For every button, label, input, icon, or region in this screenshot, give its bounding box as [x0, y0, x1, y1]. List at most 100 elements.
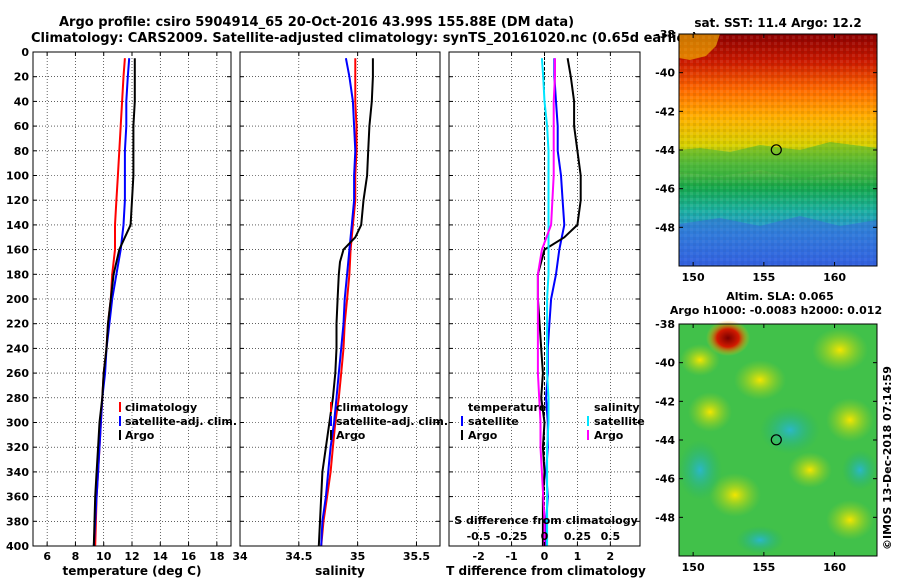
- x-tick-label: 8: [72, 550, 80, 563]
- sla-blob: [812, 328, 868, 372]
- legend-t-argo: Argo: [468, 429, 498, 442]
- temperature-xlabel: temperature (deg C): [63, 564, 202, 578]
- depth-tick-label: 220: [6, 318, 29, 331]
- sst-heatmap-texture: [679, 34, 877, 266]
- series-argo: [92, 58, 136, 546]
- sla-map-panel: Altim. SLA: 0.065 Argo h1000: -0.0083 h2…: [655, 290, 882, 574]
- x-tick-label: 35.5: [403, 550, 430, 563]
- x-tick-label: 34.5: [285, 550, 312, 563]
- x-tick-label: 14: [153, 550, 169, 563]
- series-satellite-adj-clim-: [92, 58, 131, 546]
- lon-tick-label: 160: [823, 271, 846, 284]
- salinity-xlabel: salinity: [315, 564, 365, 578]
- depth-tick-label: 80: [14, 145, 30, 158]
- sla-blob: [709, 473, 761, 517]
- depth-tick-label: 0: [21, 46, 29, 59]
- temperature-legend: climatology satellite-adj. clim. Argo: [119, 401, 237, 442]
- difference-legend: temperature satellite Argo salinity sate…: [461, 401, 645, 442]
- t-tick-label: 0: [541, 550, 549, 563]
- lat-tick-label: -38: [655, 28, 675, 41]
- depth-tick-label: 240: [6, 342, 29, 355]
- depth-tick-label: 300: [6, 417, 29, 430]
- lat-tick-label: -40: [655, 357, 675, 370]
- depth-tick-label: 280: [6, 392, 29, 405]
- sla-blob: [688, 392, 732, 432]
- depth-tick-label: 380: [6, 515, 29, 528]
- x-tick-label: 12: [124, 550, 139, 563]
- sla-map-ticks: 150 155 160 -38 -40 -42 -44 -46 -48: [655, 318, 877, 574]
- depth-tick-label: 60: [14, 120, 30, 133]
- lat-tick-label: -42: [655, 395, 675, 408]
- sla-blob: [826, 500, 874, 540]
- x-tick-label: 16: [181, 550, 197, 563]
- depth-tick-label: 20: [14, 71, 30, 84]
- lat-tick-label: -48: [655, 221, 675, 234]
- series-s-satellite: [540, 58, 550, 546]
- sst-blue-band: [679, 216, 877, 266]
- s-difference-label: S difference from climatology: [454, 514, 638, 527]
- depth-tick-label: 260: [6, 367, 29, 380]
- legend-s-satellite: satellite: [594, 415, 645, 428]
- lat-tick-label: -44: [655, 144, 675, 157]
- t-tick-label: -1: [505, 550, 517, 563]
- difference-panel: -2 -1 0 1 2 -0.5 -0.25 0 0.25 0.5 T difference fr…: [446, 51, 646, 578]
- legend-satellite: satellite-adj. clim.: [336, 415, 448, 428]
- temperature-ticks: 0 20 40 60 80 100 120 140 160 180 200 220 240 260 280 3…: [6, 46, 231, 563]
- lat-tick-label: -48: [655, 511, 675, 524]
- series-s-argo: [536, 58, 556, 546]
- temperature-series: [92, 58, 136, 546]
- salinity-ticks: 34 34.5 35 35.5: [232, 51, 440, 563]
- s-tick-label: 0.25: [564, 530, 591, 543]
- argo-location-marker: [770, 434, 782, 446]
- depth-tick-label: 360: [6, 491, 29, 504]
- s-tick-label: -0.5: [467, 530, 491, 543]
- x-tick-label: 10: [96, 550, 112, 563]
- sla-blob: [680, 344, 720, 376]
- lat-tick-label: -46: [655, 473, 675, 486]
- header-line-1: Argo profile: csiro 5904914_65 20-Oct-20…: [59, 15, 574, 30]
- lon-tick-label: 150: [682, 271, 705, 284]
- sst-green-band: [679, 142, 877, 178]
- lat-tick-label: -42: [655, 105, 675, 118]
- s-tick-label: -0.25: [496, 530, 528, 543]
- difference-series: [536, 58, 582, 546]
- series-climatology: [320, 58, 358, 546]
- lon-tick-label: 155: [752, 561, 775, 574]
- sla-low-anomaly: [760, 406, 820, 454]
- s-tick-label: 0.5: [601, 530, 621, 543]
- legend-s-argo: Argo: [594, 429, 624, 442]
- sla-map-title-2: Argo h1000: -0.0083 h2000: 0.012: [670, 304, 882, 317]
- t-tick-label: 2: [607, 550, 615, 563]
- sla-high-anomaly: [706, 320, 750, 356]
- depth-tick-label: 160: [6, 244, 29, 257]
- sla-low-anomaly: [736, 526, 784, 554]
- difference-ticks: -2 -1 0 1 2 -0.5 -0.25 0 0.25 0.5: [449, 51, 640, 563]
- series-t-satellite: [545, 58, 566, 546]
- depth-tick-label: 180: [6, 268, 29, 281]
- difference-xlabel: T difference from climatology: [446, 564, 646, 578]
- series-satellite-adj-clim-: [320, 58, 357, 546]
- lon-tick-label: 150: [682, 561, 705, 574]
- lat-tick-label: -38: [655, 318, 675, 331]
- header-line-2: Climatology: CARS2009. Satellite-adjuste…: [31, 31, 698, 46]
- depth-tick-label: 120: [6, 194, 29, 207]
- sst-warm-patch: [679, 34, 720, 60]
- lon-tick-label: 155: [752, 271, 775, 284]
- sst-map-ticks: 150 155 160 -38 -40 -42 -44 -46 -48: [655, 28, 877, 284]
- depth-tick-label: 100: [6, 170, 29, 183]
- series-argo: [317, 58, 374, 546]
- depth-tick-label: 340: [6, 466, 29, 479]
- depth-tick-label: 40: [14, 95, 30, 108]
- salinity-legend: climatology satellite-adj. clim. Argo: [330, 401, 448, 442]
- salinity-panel: 34 34.5 35 35.5 salinity climatology satell…: [232, 51, 448, 578]
- x-tick-label: 34: [232, 550, 248, 563]
- depth-tick-label: 140: [6, 219, 29, 232]
- legend-argo: Argo: [336, 429, 366, 442]
- temperature-panel: 0 20 40 60 80 100 120 140 160 180 200 220 240 260 280 3…: [6, 46, 237, 578]
- salinity-series: [317, 58, 374, 546]
- depth-tick-label: 400: [6, 540, 29, 553]
- lat-tick-label: -46: [655, 183, 675, 196]
- legend-climatology: climatology: [125, 401, 197, 414]
- imos-credit: ©IMOS 13-Dec-2018 07:14:59: [881, 366, 894, 550]
- s-tick-label: 0: [541, 530, 549, 543]
